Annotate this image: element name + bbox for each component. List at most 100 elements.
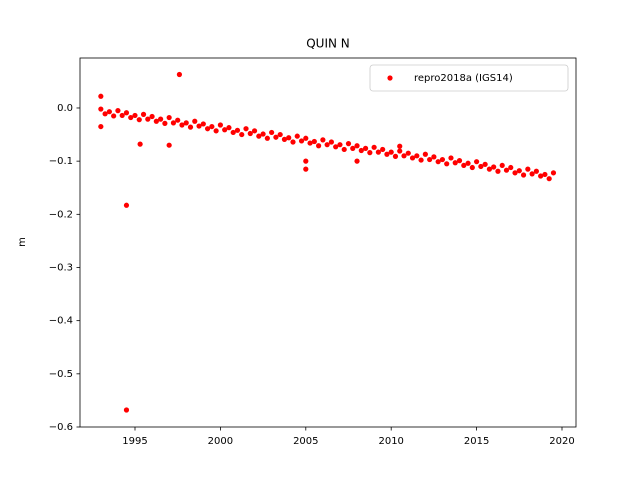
data-point [119, 112, 125, 119]
axes-frame [79, 57, 577, 428]
data-point [230, 129, 236, 136]
data-point [260, 131, 266, 137]
y-axis-label: m [17, 237, 28, 247]
data-point [179, 122, 185, 128]
data-point [200, 121, 206, 127]
data-point [392, 153, 399, 159]
data-point [273, 134, 279, 140]
data-point [324, 142, 330, 148]
y-tick-label: −0.5 [49, 369, 73, 380]
x-tick-label: 2010 [378, 436, 403, 447]
data-point [350, 145, 356, 151]
data-point [533, 168, 539, 174]
data-point [311, 138, 317, 145]
data-point [491, 164, 497, 170]
data-point [303, 166, 309, 172]
x-tick-label: 2000 [208, 436, 233, 447]
data-point [123, 407, 130, 413]
data-point [499, 162, 505, 169]
data-point [503, 167, 510, 173]
x-tick-label: 2020 [549, 436, 574, 447]
y-tick-label: −0.2 [49, 209, 73, 220]
data-point [175, 117, 181, 123]
data-point [247, 130, 253, 137]
data-point [435, 159, 441, 165]
data-point [213, 128, 219, 134]
data-point [456, 158, 463, 164]
data-point [209, 123, 215, 130]
data-point [123, 202, 130, 208]
data-point [222, 127, 228, 133]
data-point [294, 133, 300, 139]
legend-marker [387, 75, 393, 81]
data-point [448, 155, 454, 161]
data-point [303, 135, 309, 141]
data-point [170, 120, 177, 126]
data-point [128, 114, 134, 121]
data-point [354, 158, 360, 164]
data-point [375, 149, 381, 155]
data-point [414, 153, 420, 159]
data-point [380, 146, 386, 153]
data-point [358, 147, 364, 154]
data-point [106, 109, 112, 115]
y-tick-label: −0.1 [49, 156, 73, 167]
data-point [290, 139, 296, 145]
data-point [183, 120, 189, 126]
data-point [520, 172, 527, 178]
data-point [239, 131, 245, 138]
data-point [145, 116, 151, 122]
data-point [256, 133, 262, 139]
y-tick-label: −0.4 [49, 316, 73, 327]
data-point [115, 108, 121, 114]
data-point [384, 151, 390, 157]
data-point [512, 170, 518, 176]
data-point [298, 138, 305, 144]
data-point [405, 150, 411, 156]
data-point [418, 157, 424, 163]
data-point [345, 141, 352, 147]
data-point [162, 120, 168, 126]
data-point [367, 150, 373, 156]
data-point [281, 136, 288, 142]
data-point [482, 161, 488, 167]
data-point [132, 112, 138, 119]
data-point [525, 166, 531, 172]
data-point [328, 139, 335, 145]
data-point [409, 155, 416, 161]
data-point [111, 113, 117, 119]
data-point [444, 161, 450, 167]
data-point [176, 71, 183, 78]
data-point [286, 135, 292, 141]
data-point [234, 127, 241, 133]
data-point [486, 166, 493, 172]
legend-label: repro2018a (IGS14) [414, 73, 513, 84]
data-point [431, 154, 437, 160]
data-point [226, 125, 232, 131]
data-point [158, 116, 164, 122]
data-point [102, 111, 108, 117]
data-point [546, 176, 552, 182]
data-point [397, 143, 403, 149]
data-point [204, 126, 211, 132]
data-point [307, 140, 313, 146]
data-point [333, 144, 339, 150]
data-point [303, 158, 309, 164]
data-point [538, 173, 544, 179]
data-point [217, 122, 223, 128]
data-point [243, 126, 249, 132]
data-point [153, 118, 159, 124]
data-point [362, 145, 369, 151]
data-point [495, 168, 501, 174]
data-point [337, 142, 343, 148]
data-point [149, 113, 155, 120]
data-point [196, 123, 202, 129]
data-point [98, 93, 104, 99]
plot-area [98, 71, 557, 413]
data-point [452, 160, 458, 166]
data-point [98, 123, 104, 130]
data-point [371, 144, 377, 150]
data-point [478, 163, 484, 170]
data-point [269, 129, 275, 136]
data-point [461, 162, 467, 169]
